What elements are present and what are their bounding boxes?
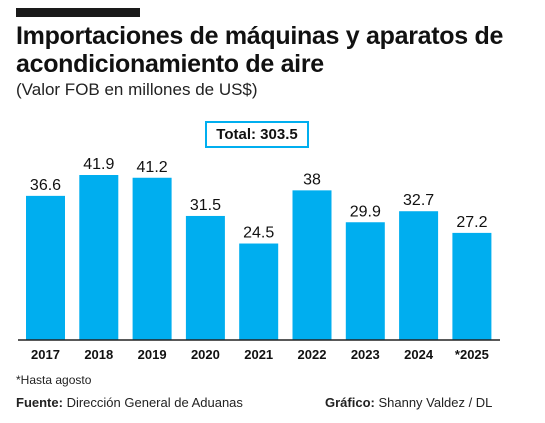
value-label-2024: 32.7: [403, 192, 434, 209]
value-label-2020: 31.5: [190, 197, 221, 214]
bar-chart: 36.6 2017 41.9 2018 41.2 2019 31.5 2020 24.5 2021…: [18, 156, 500, 362]
chart-title: Importaciones de máquinas y aparatos de …: [16, 22, 504, 78]
value-label-2019: 41.2: [137, 159, 168, 176]
x-tick-2022: 2022: [298, 347, 327, 362]
value-label-*2025: 27.2: [456, 214, 487, 231]
total-badge: Total: 303.5: [205, 121, 309, 148]
source-text: Dirección General de Aduanas: [66, 395, 243, 410]
credit-label: Gráfico:: [325, 395, 375, 410]
bar-2018: [79, 175, 119, 340]
x-tick-*2025: *2025: [455, 347, 489, 362]
footnote: *Hasta agosto: [16, 373, 92, 387]
bar-2021: [239, 243, 279, 340]
x-tick-2023: 2023: [351, 347, 380, 362]
bar-2022: [292, 190, 332, 340]
bar-2024: [399, 211, 439, 340]
bar-2017: [26, 195, 65, 340]
bar-*2025: [452, 232, 492, 340]
value-label-2023: 29.9: [350, 203, 381, 220]
bar-2019: [132, 177, 172, 340]
source-label: Fuente:: [16, 395, 63, 410]
x-tick-2018: 2018: [84, 347, 113, 362]
value-label-2018: 41.9: [83, 156, 114, 173]
x-tick-2024: 2024: [404, 347, 434, 362]
value-label-2022: 38: [303, 171, 321, 188]
x-tick-2017: 2017: [31, 347, 60, 362]
x-tick-2020: 2020: [191, 347, 220, 362]
source-line: Fuente: Dirección General de Aduanas: [16, 395, 243, 410]
bar-2023: [345, 222, 385, 340]
credit-line: Gráfico: Shanny Valdez / DL: [325, 395, 492, 410]
top-rule: [16, 8, 140, 17]
x-tick-2021: 2021: [244, 347, 273, 362]
bar-2020: [185, 215, 225, 340]
value-label-2021: 24.5: [243, 225, 274, 242]
value-label-2017: 36.6: [30, 177, 61, 194]
credit-text: Shanny Valdez / DL: [378, 395, 493, 410]
chart-subtitle: (Valor FOB en millones de US$): [16, 80, 258, 99]
x-tick-2019: 2019: [138, 347, 167, 362]
